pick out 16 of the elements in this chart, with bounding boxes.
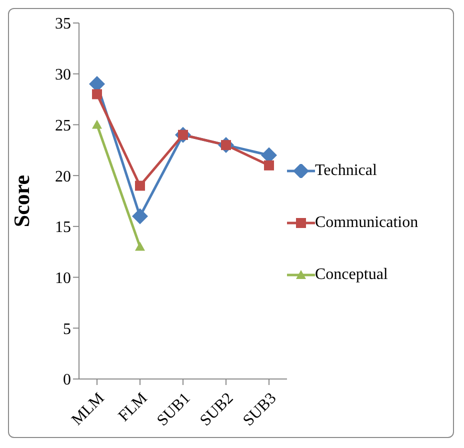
y-tick-label: 20 — [55, 168, 71, 186]
y-tick-label: 5 — [63, 320, 71, 338]
y-tick-label: 15 — [55, 219, 71, 236]
point — [135, 180, 145, 191]
point — [264, 160, 274, 170]
legend-label: Conceptual — [315, 266, 388, 284]
y-axis-title: Score — [8, 174, 34, 228]
legend-label: Communication — [315, 214, 418, 232]
y-tick-label: 10 — [55, 270, 71, 287]
y-tick-label: 35 — [55, 16, 71, 33]
point — [132, 208, 148, 224]
y-tick-label: 30 — [55, 66, 71, 84]
legend-label: Technical — [315, 162, 377, 180]
y-tick-label: 0 — [63, 372, 71, 389]
point — [92, 89, 102, 100]
y-tick-label: 25 — [55, 117, 71, 134]
